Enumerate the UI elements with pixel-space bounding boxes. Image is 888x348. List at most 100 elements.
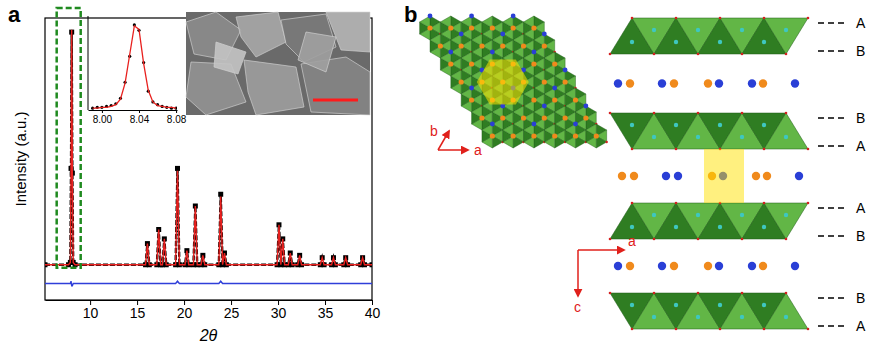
cation [532,122,537,127]
x-axis-title: 2θ [199,327,218,344]
metal-site [762,123,766,127]
figure: 101520253035402θIntensity (a.u.)8.008.04… [0,0,888,348]
x-tick-mark [139,110,140,113]
cation [531,133,536,138]
metal-site [762,225,766,229]
cation [511,25,516,30]
x-axis: 10152025303540 [46,300,381,321]
cation [490,25,495,30]
anion [605,141,607,143]
anion [785,238,788,241]
panel-label: a [8,2,21,27]
metal-site [740,213,744,217]
metal-site [630,225,634,229]
anion [675,202,678,205]
interlayer-ion [748,262,756,270]
x-tick: 10 [83,300,99,321]
octahedron [565,122,587,148]
interlayer-ion [674,172,682,180]
cation [459,79,464,84]
x-tick: 8.08 [167,110,187,125]
cation [552,86,557,91]
sem-grain [236,12,286,57]
interlayer-ion [614,79,622,87]
cation [531,97,536,102]
cation [459,32,464,37]
metal-site [762,303,766,307]
anion [719,328,722,331]
octahedron [482,122,504,148]
anion [785,53,788,56]
anion [609,112,612,115]
cation [448,61,453,66]
cation [521,43,526,48]
x-tick: 35 [318,300,334,321]
layer-guide [818,235,846,237]
cation [594,133,599,138]
cation [427,25,432,30]
plot-area [91,23,177,109]
layer-label: B [856,43,865,59]
y-axis-line [88,16,89,110]
metal-site [652,135,656,139]
unit-cell-highlight [704,149,744,203]
metal-site [740,315,744,319]
interlayer-ion [614,262,622,270]
scale-bar [313,99,358,102]
sem-grain [244,60,304,115]
cation [469,61,474,66]
cation [542,104,547,109]
interlayer-ion [748,79,756,87]
metal-site [674,123,678,127]
cation [563,68,568,73]
x-tick-mark [102,110,103,113]
anion [807,202,810,205]
interlayer-ion [658,262,666,270]
anion [719,17,722,20]
cation [500,115,505,120]
metal-site [674,40,678,44]
cation [542,79,547,84]
sem-image [186,12,370,115]
cation [583,104,588,109]
x-tick-label: 20 [177,305,193,321]
cation [500,32,505,37]
axis-label: a [628,233,636,249]
sem-grain [214,42,246,74]
series-line [45,30,372,265]
x-tick-label: 10 [83,305,99,321]
cation [490,122,495,127]
metal-site [718,303,722,307]
metal-site [652,213,656,217]
octahedron-face [764,18,808,54]
interlayer-ion [763,172,771,180]
layer-label: A [856,15,866,31]
metal-site [762,40,766,44]
x-axis: 8.008.048.08 [89,110,187,125]
anion [807,328,810,331]
anion [763,17,766,20]
anion [741,238,744,241]
anion [697,292,700,295]
cation [521,115,526,120]
interlayer-ion [715,262,723,270]
x-tick-label: 8.04 [130,114,150,125]
cation [479,115,484,120]
interlayer-ion [715,79,723,87]
cation [532,50,537,55]
anion [631,202,634,205]
series-line [93,26,176,108]
axis-arrow [438,131,449,150]
panel-label: b [404,2,417,27]
layer-label: A [856,200,866,216]
cation [469,86,474,91]
metal-site [784,135,788,139]
metal-site [696,135,700,139]
x-tick-label: 8.08 [167,114,187,125]
axis-arrow [577,250,579,296]
interlayer-ion [759,262,767,270]
octahedral-layer [609,292,810,331]
metal-site [630,303,634,307]
x-axis-line [46,300,373,301]
cation [573,97,578,102]
